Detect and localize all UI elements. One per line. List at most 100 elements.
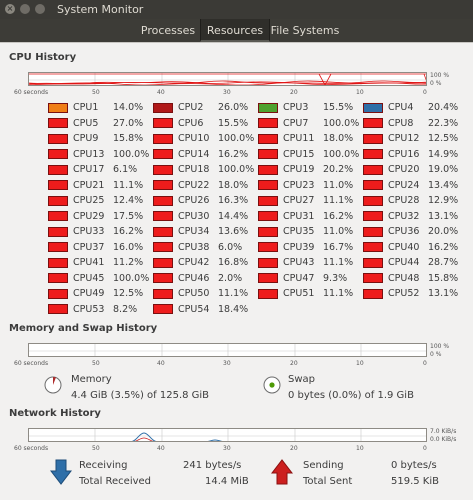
cpu-color-swatch[interactable]	[363, 211, 383, 221]
cpu-history-gridlines	[29, 73, 426, 85]
cpu-legend-item: CPU9 15.8%	[48, 133, 143, 145]
cpu-legend-item: CPU35 11.0%	[258, 226, 353, 238]
cpu-color-swatch[interactable]	[153, 226, 173, 237]
cpu-usage-value: 27.0%	[113, 117, 144, 129]
cpu-color-swatch[interactable]	[48, 273, 68, 283]
close-window-button[interactable]: ×	[5, 4, 15, 14]
cpu-color-swatch[interactable]	[153, 149, 173, 159]
cpu-color-swatch[interactable]	[153, 195, 173, 206]
cpu-color-swatch[interactable]	[48, 149, 68, 159]
cpu-usage-value: 6.0%	[218, 241, 243, 253]
cpu-color-swatch[interactable]	[48, 195, 68, 206]
cpu-color-swatch[interactable]	[363, 257, 383, 268]
window-title: System Monitor	[57, 3, 144, 16]
cpu-color-swatch[interactable]	[363, 133, 383, 144]
cpu-legend-item: CPU43 11.1%	[258, 257, 353, 269]
swap-pie-icon[interactable]	[263, 376, 281, 394]
cpu-name: CPU31	[283, 210, 315, 222]
cpu-color-swatch[interactable]	[363, 226, 383, 237]
tab-resources[interactable]: Resources	[200, 19, 270, 42]
cpu-name: CPU52	[388, 288, 420, 299]
cpu-color-swatch[interactable]	[363, 118, 383, 128]
cpu-color-swatch[interactable]	[48, 242, 68, 252]
cpu-color-swatch[interactable]	[153, 257, 173, 268]
cpu-color-swatch[interactable]	[258, 133, 278, 144]
cpu-color-swatch[interactable]	[363, 164, 383, 175]
tab-file-systems[interactable]: File Systems	[270, 24, 340, 37]
x-label: 10	[356, 445, 364, 452]
cpu-color-swatch[interactable]	[48, 304, 68, 314]
cpu-color-swatch[interactable]	[363, 149, 383, 159]
cpu-legend-item: CPU19 20.2%	[258, 164, 353, 176]
maximize-window-button[interactable]	[35, 4, 45, 14]
cpu-name: CPU53	[73, 303, 105, 315]
cpu-color-swatch[interactable]	[48, 226, 68, 237]
cpu-usage-value: 11.1%	[323, 288, 354, 299]
cpu-color-swatch[interactable]	[48, 257, 68, 268]
cpu-color-swatch[interactable]	[153, 164, 173, 175]
cpu-color-swatch[interactable]	[48, 118, 68, 128]
cpu-color-swatch[interactable]	[258, 164, 278, 175]
memory-pie-icon[interactable]	[44, 376, 62, 394]
cpu-legend-item: CPU23 11.0%	[258, 180, 353, 192]
cpu-usage-value: 15.5%	[323, 102, 354, 113]
cpu-color-swatch[interactable]	[48, 133, 68, 144]
x-label: 0	[423, 445, 427, 452]
cpu-usage-value: 20.0%	[428, 226, 459, 237]
cpu-color-swatch[interactable]	[258, 195, 278, 206]
cpu-name: CPU29	[73, 210, 105, 222]
receiving-line	[131, 432, 223, 441]
cpu-usage-value: 12.5%	[113, 288, 144, 299]
cpu-color-swatch[interactable]	[258, 149, 278, 159]
cpu-color-swatch[interactable]	[48, 164, 68, 175]
cpu-color-swatch[interactable]	[363, 102, 383, 113]
cpu-color-swatch[interactable]	[153, 102, 173, 113]
cpu-legend-item: CPU32 13.1%	[363, 211, 458, 223]
cpu-color-swatch[interactable]	[363, 242, 383, 252]
cpu-usage-value: 16.8%	[218, 257, 249, 268]
cpu-color-swatch[interactable]	[48, 211, 68, 221]
cpu-color-swatch[interactable]	[153, 211, 173, 221]
cpu-color-swatch[interactable]	[258, 288, 278, 299]
sending-arrow-icon[interactable]	[271, 459, 293, 485]
cpu-name: CPU21	[73, 179, 105, 191]
cpu-color-swatch[interactable]	[258, 118, 278, 128]
cpu-color-swatch[interactable]	[258, 180, 278, 190]
cpu-color-swatch[interactable]	[363, 180, 383, 190]
x-label: 40	[157, 445, 165, 452]
cpu-legend-item: CPU37 16.0%	[48, 242, 143, 254]
minimize-window-button[interactable]	[20, 4, 30, 14]
cpu-color-swatch[interactable]	[363, 273, 383, 283]
cpu-color-swatch[interactable]	[153, 273, 173, 283]
cpu-color-swatch[interactable]	[258, 242, 278, 252]
cpu-usage-value: 11.1%	[113, 179, 144, 191]
cpu-usage-value: 20.4%	[428, 102, 459, 113]
cpu-usage-value: 13.4%	[428, 179, 459, 191]
receiving-arrow-icon[interactable]	[50, 459, 72, 485]
cpu-color-swatch[interactable]	[258, 257, 278, 268]
cpu-name: CPU17	[73, 164, 105, 175]
cpu-legend-item: CPU2 26.0%	[153, 102, 248, 114]
cpu-color-swatch[interactable]	[363, 195, 383, 206]
cpu-y-min-label: 0 %	[430, 80, 442, 87]
cpu-color-swatch[interactable]	[258, 102, 278, 113]
cpu-usage-value: 20.2%	[323, 164, 354, 175]
cpu-color-swatch[interactable]	[258, 211, 278, 221]
cpu-color-swatch[interactable]	[153, 118, 173, 128]
tab-processes[interactable]: Processes	[140, 24, 196, 37]
cpu-color-swatch[interactable]	[258, 226, 278, 237]
cpu-color-swatch[interactable]	[48, 102, 68, 113]
cpu-color-swatch[interactable]	[153, 304, 173, 314]
x-label: 30	[223, 445, 231, 452]
cpu-usage-value: 2.0%	[218, 272, 243, 284]
cpu-usage-value: 16.7%	[323, 241, 354, 253]
cpu-legend-item: CPU46 2.0%	[153, 273, 242, 285]
cpu-color-swatch[interactable]	[258, 273, 278, 283]
cpu-color-swatch[interactable]	[363, 288, 383, 299]
cpu-color-swatch[interactable]	[48, 288, 68, 299]
cpu-color-swatch[interactable]	[153, 242, 173, 252]
cpu-color-swatch[interactable]	[153, 288, 173, 299]
cpu-color-swatch[interactable]	[153, 180, 173, 190]
cpu-color-swatch[interactable]	[48, 180, 68, 190]
cpu-color-swatch[interactable]	[153, 133, 173, 144]
